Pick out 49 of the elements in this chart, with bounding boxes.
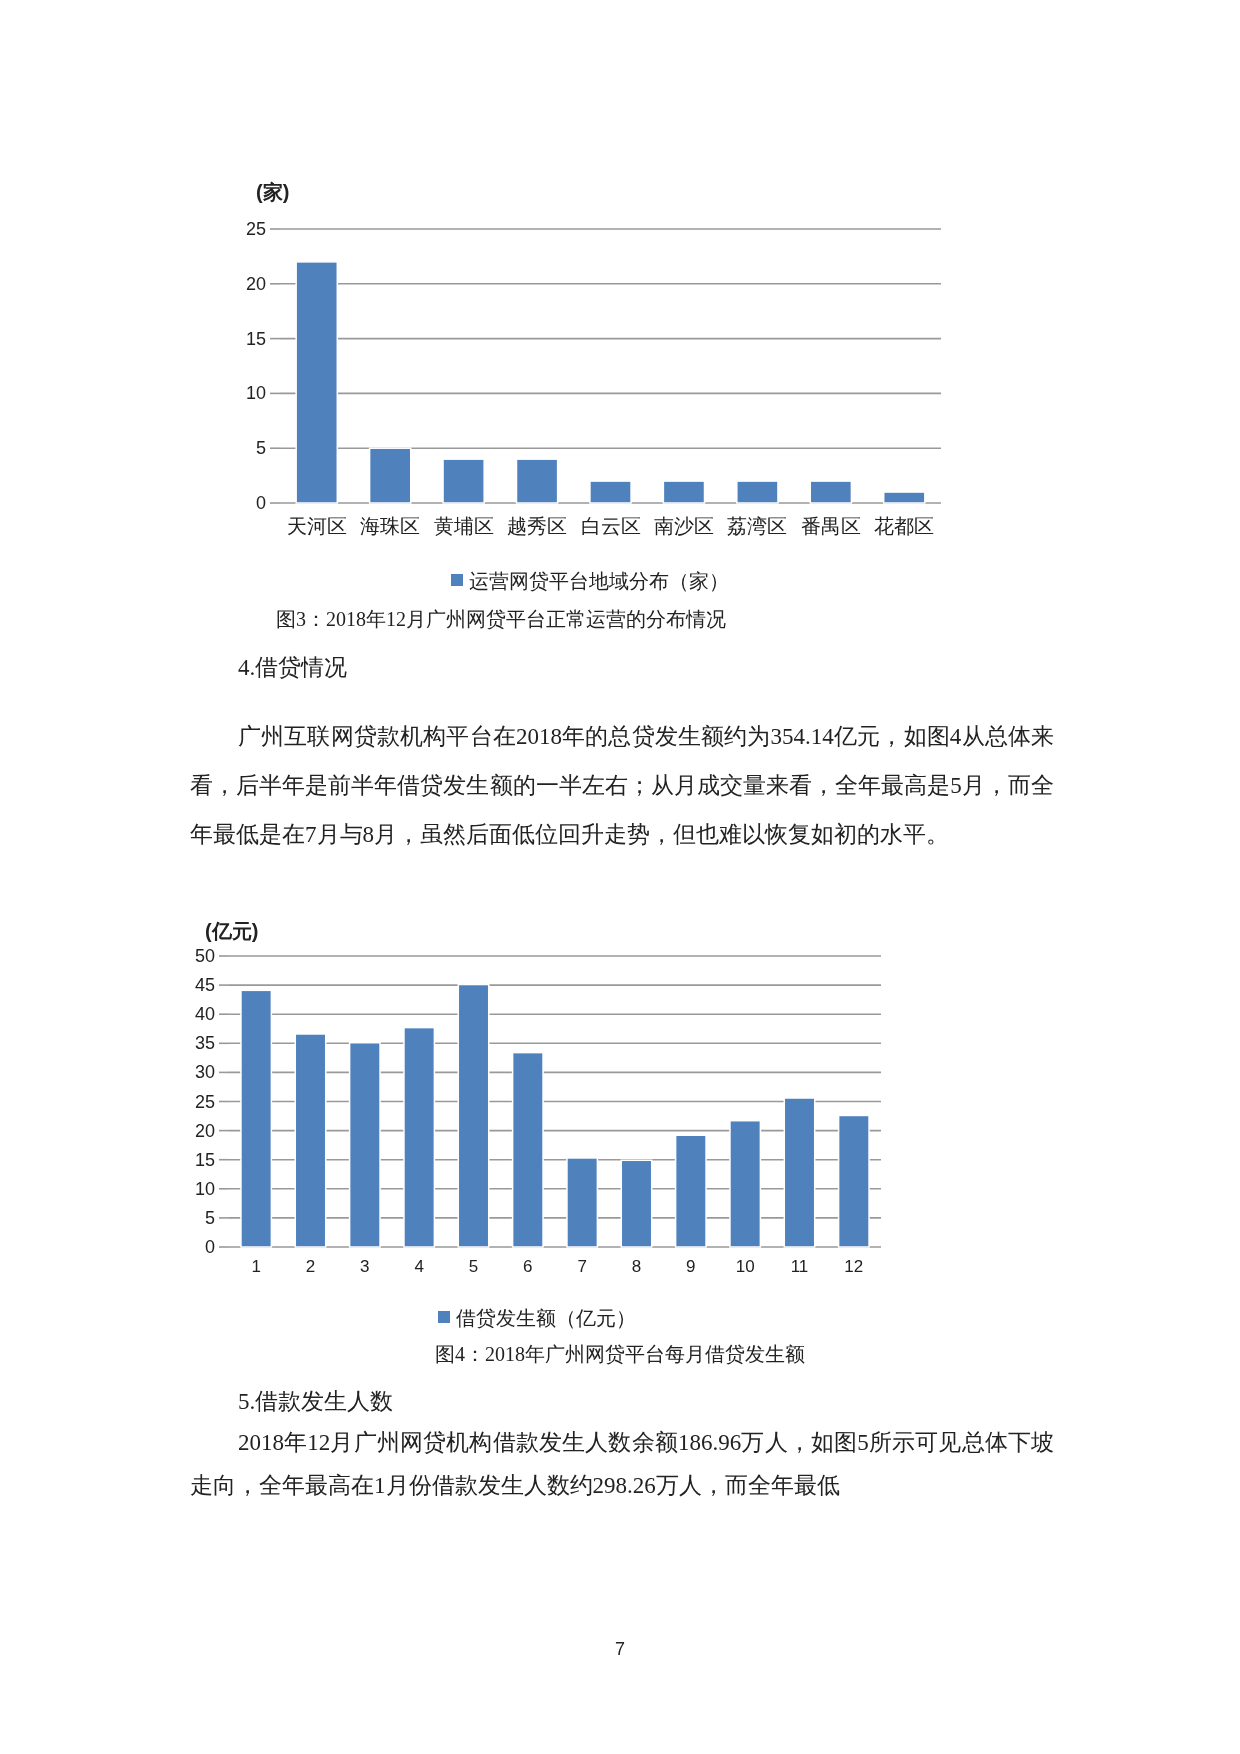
y-tick-label: 10 bbox=[245, 383, 266, 404]
bar bbox=[240, 989, 273, 1248]
text: 2018年12月广州网贷机构借款发生人数余额186.96万人，如图5所示可见总体下坡走向，全年最高在1月份借款发生人数约298.26万人，而全年最低 bbox=[190, 1429, 1054, 1500]
bar bbox=[442, 458, 485, 504]
bar bbox=[662, 480, 706, 504]
y-tick-label: 0 bbox=[255, 493, 266, 513]
text: 7 bbox=[614, 1639, 626, 1659]
bar bbox=[566, 1157, 599, 1248]
y-tick-label: 30 bbox=[194, 1062, 215, 1083]
text: 图3：2018年12月广州网贷平台正常运营的分布情况 bbox=[276, 608, 726, 630]
legend-label: 借贷发生额（亿元） bbox=[456, 1307, 636, 1329]
y-tick-label: 5 bbox=[204, 1207, 215, 1228]
y-tick-label: 25 bbox=[194, 1091, 215, 1112]
y-tick-label: 5 bbox=[255, 438, 266, 459]
bar bbox=[837, 1114, 870, 1248]
bar bbox=[457, 983, 490, 1248]
bar bbox=[809, 480, 853, 504]
text: 5.借款发生人数 bbox=[238, 1389, 394, 1414]
y-tick-label: 0 bbox=[204, 1237, 215, 1257]
text: 广州互联网贷款机构平台在2018年的总贷发生额约为354.14亿元，如图4从总体来看，后半年是前半年借贷发生额的一半左右；从月成交量来看，全年最高是5月，而全年最低是在7月与8月，虽然后面低位回升走势，但也难以恢复如初的水平。 bbox=[190, 723, 1054, 849]
y-tick-label: 50 bbox=[194, 946, 215, 966]
y-tick-label: 15 bbox=[194, 1149, 215, 1170]
text: 4.借贷情况 bbox=[238, 655, 348, 680]
y-tick-label: 35 bbox=[194, 1033, 215, 1054]
bar bbox=[348, 1041, 381, 1248]
bar bbox=[729, 1119, 762, 1248]
y-tick-label: 15 bbox=[245, 328, 266, 349]
bar bbox=[620, 1159, 653, 1248]
bar bbox=[589, 480, 632, 504]
bar bbox=[294, 1033, 327, 1248]
bar bbox=[736, 480, 779, 504]
bar bbox=[368, 447, 412, 504]
y-axis-title: (家) bbox=[256, 181, 290, 203]
y-tick-label: 40 bbox=[194, 1004, 215, 1025]
y-tick-label: 25 bbox=[245, 219, 266, 239]
y-axis-title: (亿元) bbox=[205, 920, 259, 942]
bar bbox=[511, 1051, 544, 1248]
bar bbox=[515, 458, 559, 504]
y-tick-label: 45 bbox=[194, 975, 215, 996]
y-tick-label: 20 bbox=[245, 273, 266, 294]
bar bbox=[295, 261, 339, 504]
text: 图4：2018年广州网贷平台每月借贷发生额 bbox=[435, 1343, 805, 1365]
legend-label: 运营网贷平台地域分布（家） bbox=[469, 570, 729, 592]
y-tick-label: 20 bbox=[194, 1120, 215, 1141]
bar bbox=[783, 1097, 816, 1248]
bar bbox=[882, 491, 926, 504]
y-tick-label: 10 bbox=[194, 1178, 215, 1199]
bar bbox=[674, 1134, 707, 1248]
bar bbox=[403, 1026, 436, 1248]
